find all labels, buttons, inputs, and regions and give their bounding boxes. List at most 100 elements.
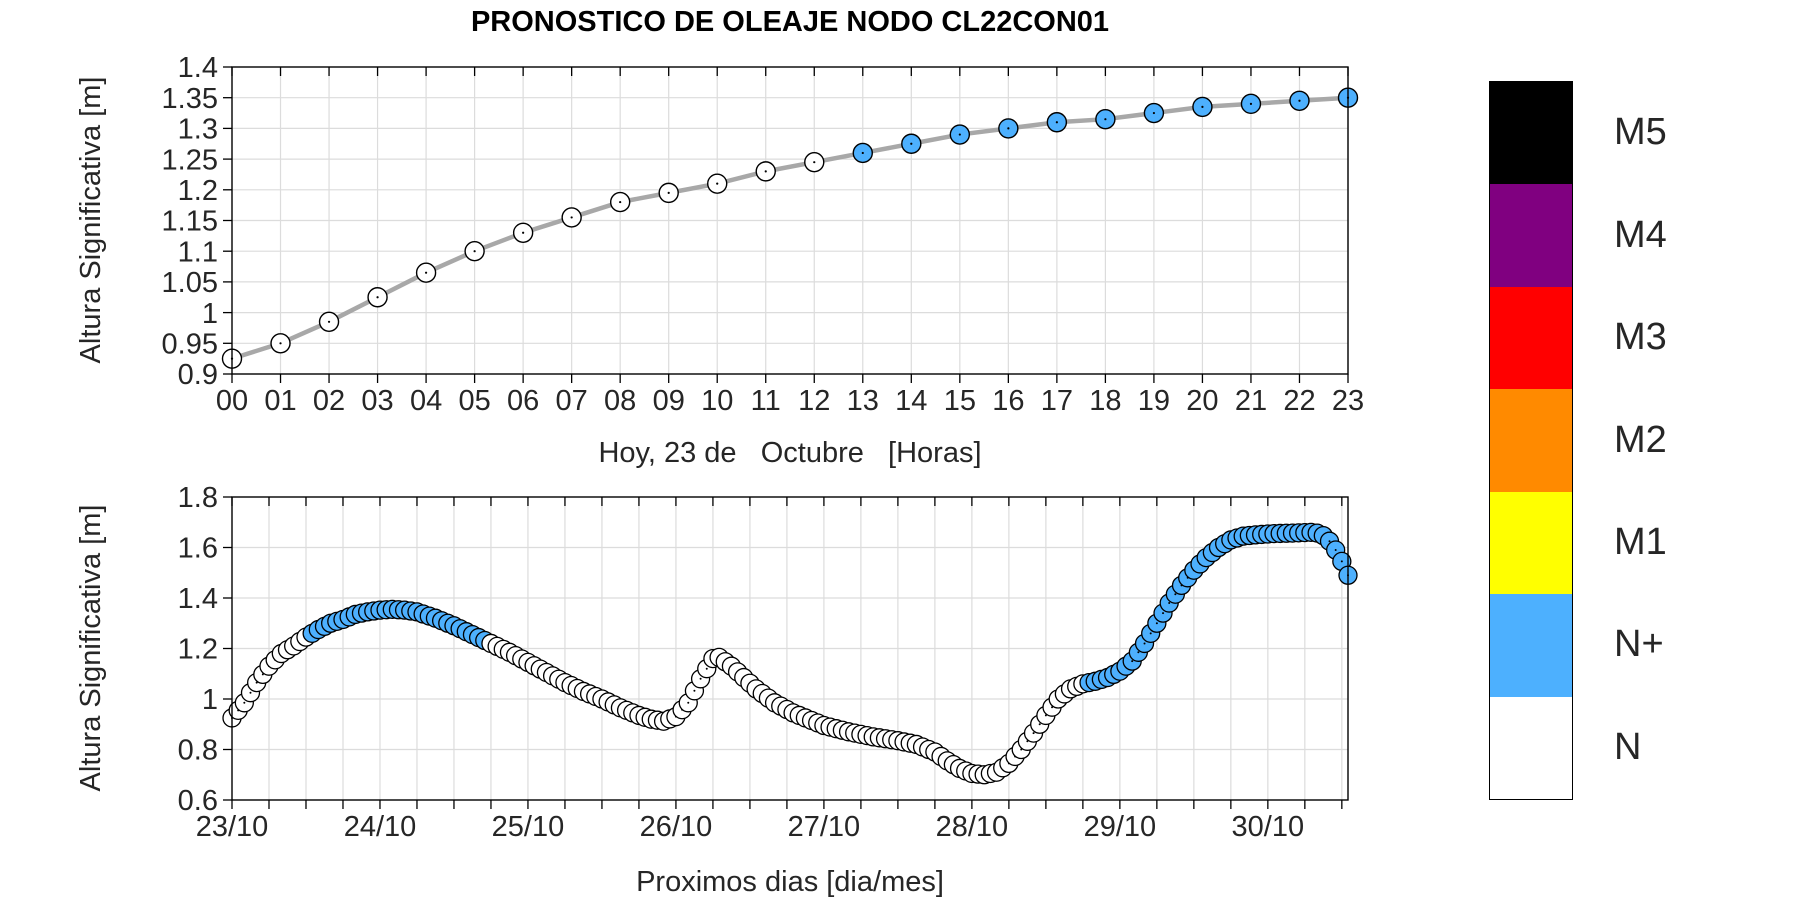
today-x-tick-label: 03 [361,385,393,417]
legend-colorbar [1489,81,1573,800]
top-chart-ylabel: Altura Significativa [m] [75,77,107,364]
today-y-tick-label: 1.05 [162,267,218,299]
today-x-tick-label: 17 [1041,385,1073,417]
data-point-dot [687,701,690,704]
today-x-tick-label: 14 [895,385,927,417]
data-point-dot [1298,99,1301,102]
today-x-tick-label: 10 [701,385,733,417]
today-x-tick-label: 15 [944,385,976,417]
data-point-dot [693,689,696,692]
legend-label-M3: M3 [1614,316,1667,359]
data-point-dot [1038,723,1041,726]
data-point-dot [1155,622,1158,625]
data-point-dot [619,200,622,204]
today-x-tick-label: 05 [458,385,490,417]
data-point-dot [279,342,282,345]
coming-days-x-tick-label: 23/10 [196,811,269,843]
today-ticks [223,66,1349,383]
legend-label-M4: M4 [1614,213,1667,256]
data-point-dot [1201,105,1204,109]
data-point-dot [1007,127,1010,130]
data-point-dot [667,191,670,194]
coming-days-frame [231,496,1349,801]
data-point-dot [473,250,476,253]
data-point-dot [327,320,331,323]
today-y-tick-label: 1.2 [178,175,218,207]
data-point-dot [1340,560,1343,563]
today-grid [232,67,1349,374]
coming-days-x-tick-label: 29/10 [1084,811,1157,843]
top-chart-xlabel: Hoy, 23 de Octubre [Horas] [598,437,981,469]
bottom-chart-xlabel: Proximos dias [dia/mes] [636,866,944,898]
coming-days-y-tick-label: 1.8 [178,482,218,514]
today-x-tick-label: 23 [1332,385,1364,417]
legend-swatch-M2 [1490,389,1572,492]
coming-days-grid [232,497,1348,800]
legend-swatch-Nplus [1490,594,1572,697]
today-x-tick-label: 04 [410,385,442,417]
data-point-dot [1143,642,1146,645]
coming-days-x-tick-label: 25/10 [492,811,565,843]
today-x-tick-label: 02 [313,385,345,417]
legend-swatch-M1 [1490,491,1572,595]
coming-days-x-tick-label: 26/10 [640,811,713,843]
today-y-tick-label: 1.35 [162,83,218,115]
data-point-dot [1334,549,1337,552]
data-point-dot [1055,121,1058,124]
coming-days-y-tick-label: 1 [202,684,218,716]
today-y-tick-label: 0.9 [178,359,218,391]
today-y-tick-label: 0.95 [162,328,218,360]
today-series-points [221,87,1359,369]
coming-days-y-tick-label: 1.4 [178,583,218,615]
today-x-tick-label: 19 [1138,385,1170,417]
data-point-dot [1137,651,1140,654]
today-x-tick-label: 06 [507,385,539,417]
legend-swatch-N [1490,696,1572,799]
today-x-tick-label: 20 [1186,385,1218,417]
data-point-dot [522,231,525,234]
coming-days-x-tick-label: 30/10 [1232,811,1305,843]
legend-swatch-M5 [1490,82,1572,185]
coming-days-y-tick-label: 1.6 [178,533,218,565]
bottom-chart-ylabel: Altura Significativa [m] [75,505,107,792]
legend-label-M5: M5 [1614,111,1667,154]
data-point-dot [1249,102,1253,105]
data-point-dot [958,133,961,136]
today-x-tick-label: 11 [751,385,781,417]
coming-days-series-points [222,522,1358,785]
legend-label-Nplus: N+ [1614,623,1664,666]
figure-title: PRONOSTICO DE OLEAJE NODO CL22CON01 [470,6,1110,38]
today-x-tick-label: 22 [1283,385,1315,417]
coming-days-y-tick-label: 0.6 [178,785,218,817]
data-point-dot [716,182,719,185]
today-x-tick-label: 16 [992,385,1024,417]
data-point-dot [764,170,767,173]
data-point-dot [1104,118,1107,121]
data-point-dot [699,677,702,680]
today-y-tick-label: 1 [202,298,218,330]
today-x-tick-label: 07 [556,385,588,417]
data-point-dot [861,151,864,155]
coming-days-ticks [223,496,1343,809]
today-y-tick-label: 1.1 [178,236,218,268]
data-point-dot [1131,660,1134,663]
legend-swatch-M3 [1490,286,1572,390]
legend-swatch-M4 [1490,184,1572,287]
today-x-tick-label: 00 [216,385,248,417]
data-point-dot [249,691,252,694]
coming-days-x-tick-label: 27/10 [788,811,861,843]
legend-label-N: N [1614,725,1642,768]
data-point-dot [570,216,573,219]
today-frame [231,66,1349,375]
data-point-dot [376,296,379,299]
coming-days-y-tick-label: 0.8 [178,735,218,767]
data-point-dot [705,667,708,670]
coming-days-chart: 0.6 0.8 1 1.2 1.4 1.6 1.8 23/10 24/10 25/10 26/10 2… [178,482,1358,843]
today-x-tick-label: 08 [604,385,636,417]
data-point-dot [1032,732,1035,735]
data-point-dot [1174,593,1177,596]
data-point-dot [1152,111,1156,115]
